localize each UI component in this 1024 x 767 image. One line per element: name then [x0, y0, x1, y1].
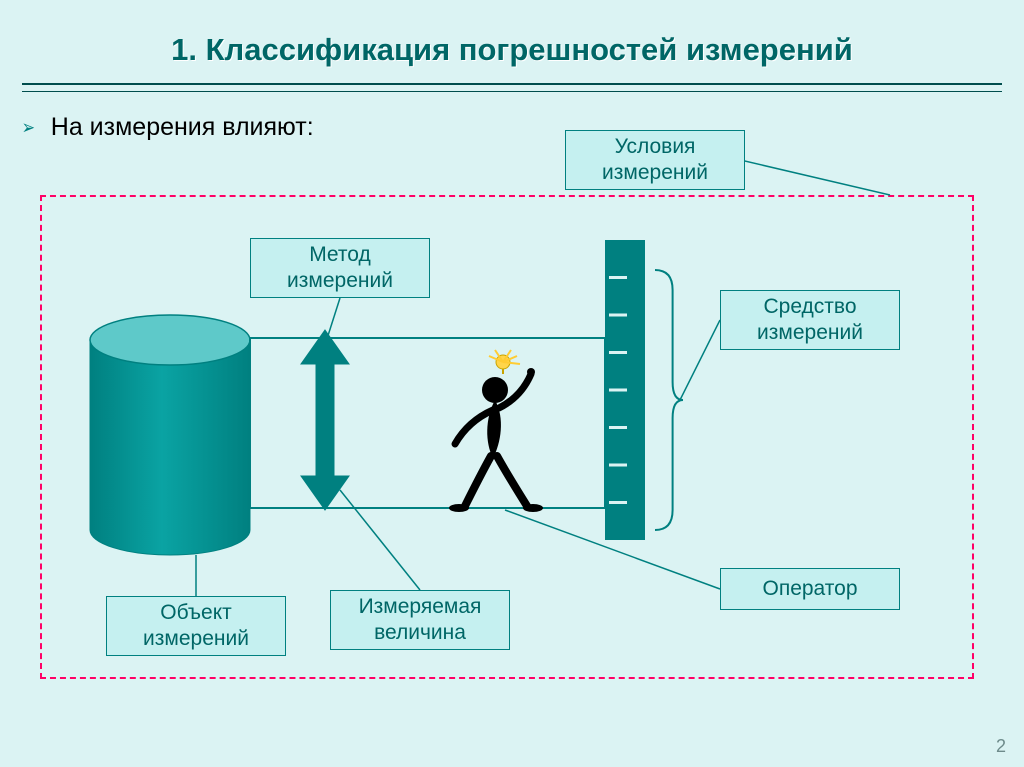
- slide: 1. Классификация погрешностей измерений …: [0, 0, 1024, 767]
- double-arrow-icon: [299, 328, 351, 512]
- page-number: 2: [996, 736, 1006, 757]
- label-method: Методизмерений: [250, 238, 430, 298]
- ruler-icon: [605, 240, 645, 540]
- person-icon: [425, 348, 575, 528]
- label-conditions: Условияизмерений: [565, 130, 745, 190]
- label-quantity: Измеряемаявеличина: [330, 590, 510, 650]
- label-object: Объектизмерений: [106, 596, 286, 656]
- cylinder-icon: [88, 313, 252, 557]
- label-operator: Оператор: [720, 568, 900, 610]
- label-tool: Средствоизмерений: [720, 290, 900, 350]
